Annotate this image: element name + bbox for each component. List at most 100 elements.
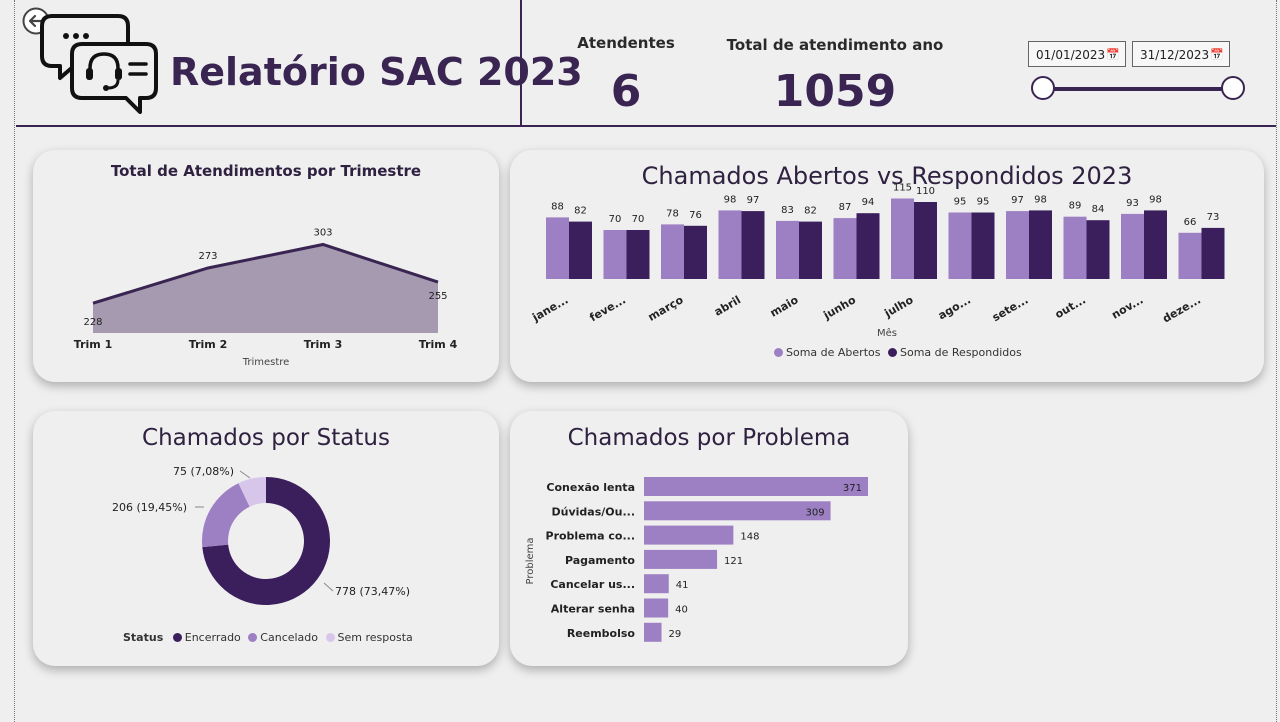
monthly-data-label: 98 xyxy=(1149,194,1162,205)
monthly-bar-respondidos[interactable] xyxy=(914,202,937,279)
monthly-bar-respondidos[interactable] xyxy=(569,221,592,279)
monthly-bar-abertos[interactable] xyxy=(1178,232,1202,279)
date-start-input[interactable]: 01/01/2023 📅 xyxy=(1028,41,1126,67)
status-chart-card: Chamados por Status 778 (73,47%) 206 (19,… xyxy=(33,411,499,666)
quarterly-chart-title: Total de Atendimentos por Trimestre xyxy=(110,162,422,180)
problem-y-tick: Alterar senha xyxy=(551,603,635,616)
monthly-bar-respondidos[interactable] xyxy=(684,225,707,279)
legend-dot-cancelado xyxy=(248,633,258,642)
monthly-x-tick: abril xyxy=(712,293,743,318)
monthly-bar-respondidos[interactable] xyxy=(799,221,822,279)
kpi-atendentes-label: Atendentes xyxy=(577,34,675,52)
status-leader-line xyxy=(323,582,334,592)
monthly-bar-abertos[interactable] xyxy=(948,212,972,280)
quarterly-chart-card: Total de Atendimentos por Trimestre 228 2… xyxy=(33,150,499,382)
monthly-data-label: 82 xyxy=(574,206,587,217)
monthly-bar-abertos[interactable] xyxy=(1063,216,1087,279)
calendar-icon[interactable]: 📅 xyxy=(1106,48,1120,61)
problem-chart-title: Chamados por Problema xyxy=(567,425,851,451)
monthly-bar-respondidos[interactable] xyxy=(626,230,650,279)
monthly-data-label: 95 xyxy=(977,197,990,208)
problem-y-tick: Problema co... xyxy=(546,530,635,543)
legend-item-abertos[interactable]: Soma de Abertos xyxy=(774,346,880,359)
status-data-label: 778 (73,47%) xyxy=(335,585,410,598)
status-legend: Status Encerrado Cancelado Sem resposta xyxy=(123,631,413,644)
legend-item-encerrado[interactable]: Encerrado xyxy=(172,631,241,644)
monthly-bar-abertos[interactable] xyxy=(776,220,799,279)
monthly-data-label: 93 xyxy=(1126,198,1139,209)
problem-y-axis-title: Problema xyxy=(525,537,536,584)
problem-bar[interactable] xyxy=(644,622,662,642)
monthly-bar-respondidos[interactable] xyxy=(1086,220,1110,279)
monthly-data-label: 87 xyxy=(839,202,852,213)
legend-item-cancelado[interactable]: Cancelado xyxy=(244,631,318,644)
quarterly-area-line xyxy=(92,242,439,305)
monthly-x-tick: deze... xyxy=(1160,293,1203,325)
monthly-x-tick: nov... xyxy=(1109,293,1145,321)
problem-y-tick: Cancelar us... xyxy=(550,578,635,591)
monthly-bar-abertos[interactable] xyxy=(1121,213,1144,279)
problem-bar[interactable] xyxy=(644,477,868,496)
legend-label-sem-resposta: Sem resposta xyxy=(337,631,413,644)
problem-bar[interactable] xyxy=(644,525,734,545)
monthly-x-tick: sete... xyxy=(990,293,1031,324)
quarterly-data-label: 255 xyxy=(428,291,447,302)
monthly-data-label: 70 xyxy=(632,214,645,225)
problem-data-label: 41 xyxy=(676,580,689,591)
monthly-bar-respondidos[interactable] xyxy=(741,211,765,279)
problem-bar[interactable] xyxy=(644,574,669,594)
date-slider-end-handle[interactable] xyxy=(1221,76,1245,100)
problem-bar[interactable] xyxy=(644,501,831,521)
problem-bar[interactable] xyxy=(644,549,718,569)
status-slice-encerrado[interactable] xyxy=(202,477,330,605)
header-divider xyxy=(16,125,1276,127)
monthly-data-label: 98 xyxy=(724,194,737,205)
calendar-icon[interactable]: 📅 xyxy=(1210,48,1224,61)
monthly-x-tick: maio xyxy=(768,293,801,320)
monthly-x-tick: julho xyxy=(881,293,915,320)
date-slider-track[interactable] xyxy=(1043,87,1233,91)
problem-bar[interactable] xyxy=(644,598,669,618)
monthly-data-label: 88 xyxy=(551,201,564,212)
quarterly-area-chart: 228 273 303 255 Trim 1 Trim 2 Trim 3 Trim 4 Tri… xyxy=(74,227,458,368)
status-slice-cancelado[interactable] xyxy=(202,483,250,548)
problem-data-label: 148 xyxy=(740,532,759,543)
monthly-bar-abertos[interactable] xyxy=(661,224,684,279)
legend-dot-abertos xyxy=(774,348,783,357)
monthly-bar-abertos[interactable] xyxy=(718,210,742,279)
monthly-bar-respondidos[interactable] xyxy=(1029,210,1052,279)
monthly-data-label: 73 xyxy=(1207,212,1220,223)
problem-data-label: 121 xyxy=(724,556,743,567)
monthly-data-label: 94 xyxy=(862,197,875,208)
monthly-bar-abertos[interactable] xyxy=(833,218,857,279)
chat-support-icon xyxy=(40,14,158,114)
status-chart-title: Chamados por Status xyxy=(142,425,390,451)
legend-label-encerrado: Encerrado xyxy=(184,631,241,644)
monthly-bar-abertos[interactable] xyxy=(603,230,627,279)
legend-item-sem-resposta[interactable]: Sem resposta xyxy=(322,631,413,644)
date-slider-start-handle[interactable] xyxy=(1031,76,1055,100)
monthly-bar-respondidos[interactable] xyxy=(971,212,995,280)
kpi-atendentes-value: 6 xyxy=(610,66,642,117)
monthly-bar-abertos[interactable] xyxy=(891,198,914,280)
problem-bar-chart: Conexão lenta 371 Dúvidas/Ou... 309 Problema… xyxy=(525,477,868,642)
monthly-bar-respondidos[interactable] xyxy=(1201,227,1225,279)
monthly-bar-abertos[interactable] xyxy=(546,217,569,279)
monthly-data-label: 97 xyxy=(747,195,760,206)
monthly-bar-abertos[interactable] xyxy=(1006,211,1029,279)
quarterly-data-label: 303 xyxy=(313,227,332,238)
monthly-bar-respondidos[interactable] xyxy=(856,213,880,279)
problem-y-tick: Pagamento xyxy=(565,554,635,567)
legend-item-respondidos[interactable]: Soma de Respondidos xyxy=(884,346,1022,359)
date-end-input[interactable]: 31/12/2023 📅 xyxy=(1132,41,1230,67)
status-slice-sem-resposta[interactable] xyxy=(238,477,266,507)
problem-chart-card: Chamados por Problema Conexão lenta 371 Dú… xyxy=(510,411,908,666)
monthly-data-label: 110 xyxy=(916,186,935,197)
monthly-x-tick: feve... xyxy=(587,293,628,324)
status-donut-chart: 778 (73,47%) 206 (19,45%) 75 (7,08%) xyxy=(112,465,410,605)
monthly-bar-respondidos[interactable] xyxy=(1144,210,1167,279)
quarterly-x-tick: Trim 3 xyxy=(304,338,342,351)
monthly-data-label: 78 xyxy=(666,208,679,219)
problem-data-label: 29 xyxy=(669,629,682,640)
monthly-legend: Soma de Abertos Soma de Respondidos xyxy=(774,346,1022,359)
